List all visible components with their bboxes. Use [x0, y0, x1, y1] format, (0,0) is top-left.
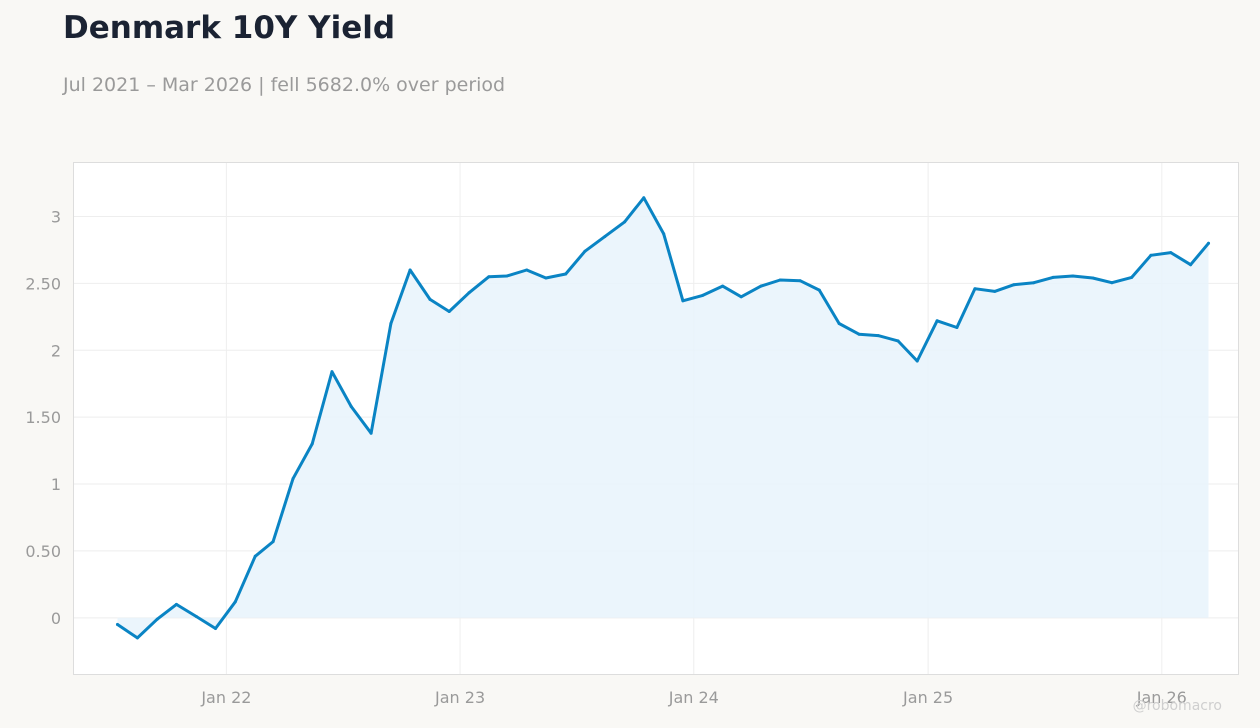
data-point [1032, 281, 1036, 285]
data-point [389, 322, 393, 325]
data-point [349, 405, 353, 408]
data-point [1207, 241, 1210, 245]
data-point [583, 249, 587, 253]
data-point [817, 288, 821, 292]
data-point [837, 322, 841, 325]
data-point [1149, 253, 1153, 257]
y-tick-label: 2.50 [25, 274, 61, 293]
data-point [739, 295, 743, 299]
data-point [194, 615, 198, 618]
data-point [662, 232, 666, 236]
x-axis-ticks: Jan 22 Jan 23 Jan 24 Jan 25 Jan 26 [200, 688, 1187, 707]
y-tick-label: 3 [51, 208, 61, 227]
data-point [955, 326, 959, 329]
data-point [623, 220, 627, 224]
data-point [544, 276, 548, 280]
data-point [1091, 276, 1095, 280]
data-point [428, 297, 432, 301]
data-point [915, 359, 919, 363]
data-point [253, 554, 257, 558]
data-point [1130, 275, 1134, 279]
data-point [642, 196, 646, 200]
data-point [681, 299, 685, 303]
data-point [447, 310, 451, 313]
x-tick-label: Jan 26 [1136, 688, 1187, 707]
data-point [233, 600, 237, 604]
data-point [876, 334, 880, 338]
chart-subtitle: Jul 2021 – Mar 2026 | fell 5682.0% over … [63, 74, 506, 96]
x-tick-label: Jan 25 [902, 688, 953, 707]
x-tick-label: Jan 23 [434, 688, 485, 707]
data-point [487, 275, 491, 279]
data-point [135, 636, 139, 640]
chart-title: Denmark 10Y Yield [63, 10, 396, 46]
data-point [1189, 263, 1193, 267]
data-points [116, 196, 1210, 640]
data-point [759, 284, 763, 288]
data-point [330, 370, 334, 374]
data-point [525, 268, 529, 272]
data-point [1012, 283, 1016, 287]
data-point [408, 268, 412, 272]
data-point [155, 617, 159, 621]
y-axis-ticks: 0 0.50 1 1.50 2 2.50 3 [25, 208, 61, 628]
data-point [896, 339, 900, 343]
data-point [214, 627, 217, 630]
data-point [1169, 251, 1173, 255]
data-point [857, 332, 861, 336]
data-point [564, 272, 568, 276]
y-tick-label: 2 [51, 341, 61, 360]
x-tick-label: Jan 22 [200, 688, 251, 707]
data-point [798, 279, 802, 283]
y-tick-label: 1 [51, 475, 61, 494]
series-area-fill [117, 197, 1209, 638]
data-point [701, 293, 705, 297]
data-point [369, 431, 373, 435]
x-tick-label: Jan 24 [668, 688, 719, 707]
data-point [116, 623, 119, 626]
data-point [973, 287, 977, 291]
data-point [603, 235, 607, 239]
data-point [467, 291, 471, 295]
data-point [993, 289, 997, 293]
y-tick-label: 1.50 [25, 408, 61, 427]
data-point [291, 477, 295, 481]
data-point [174, 602, 178, 606]
data-point [721, 284, 725, 288]
data-point [505, 274, 509, 278]
watermark: @robomacro [1133, 698, 1222, 714]
data-point [935, 319, 939, 323]
data-point [778, 278, 782, 282]
data-point [310, 442, 314, 446]
data-point [1110, 281, 1114, 285]
y-tick-label: 0.50 [25, 542, 61, 561]
y-tick-label: 0 [51, 609, 61, 628]
data-point [1071, 274, 1075, 278]
data-point [271, 540, 275, 544]
data-point [1051, 275, 1055, 279]
